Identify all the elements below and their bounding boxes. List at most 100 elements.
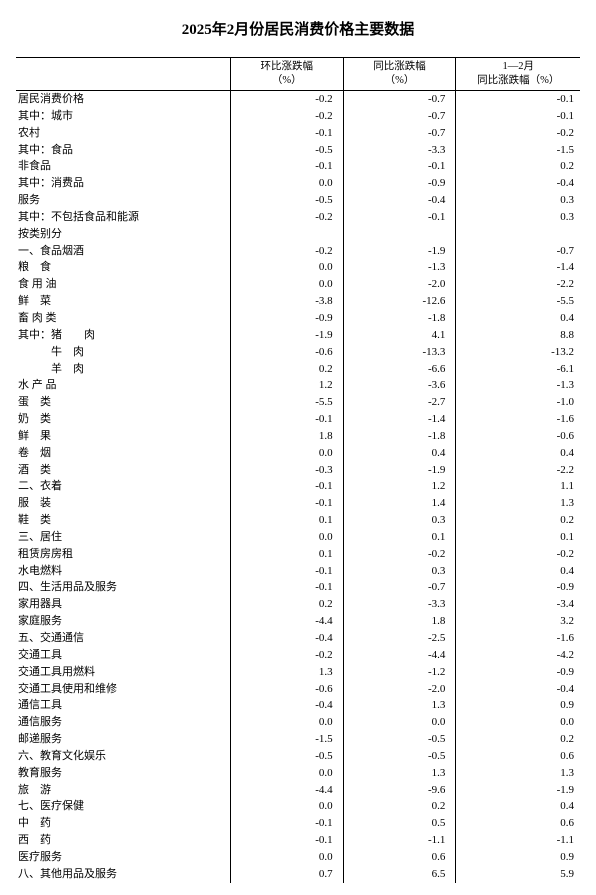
table-row: 旅 游-4.4-9.6-1.9 bbox=[16, 782, 580, 799]
cell-value: 0.0 bbox=[230, 714, 343, 731]
cell-value: 1.3 bbox=[456, 495, 580, 512]
table-row: 家用器具0.2-3.3-3.4 bbox=[16, 596, 580, 613]
row-label: 三、居住 bbox=[16, 529, 230, 546]
cell-value: 0.7 bbox=[230, 866, 343, 883]
cell-value: -1.3 bbox=[343, 259, 456, 276]
table-row: 鞋 类0.10.30.2 bbox=[16, 512, 580, 529]
cell-value: -1.4 bbox=[456, 259, 580, 276]
row-label: 交通工具 bbox=[16, 647, 230, 664]
cell-value: 0.5 bbox=[343, 815, 456, 832]
cell-value: 1.4 bbox=[343, 495, 456, 512]
cell-value: -1.6 bbox=[456, 630, 580, 647]
row-label: 旅 游 bbox=[16, 782, 230, 799]
cell-value: 0.6 bbox=[456, 815, 580, 832]
table-row: 畜 肉 类-0.9-1.80.4 bbox=[16, 310, 580, 327]
cell-value: 0.0 bbox=[230, 798, 343, 815]
cell-value bbox=[230, 226, 343, 243]
col-header-2: 同比涨跌幅（%） bbox=[343, 58, 456, 91]
cell-value: 0.0 bbox=[230, 849, 343, 866]
table-row: 三、居住0.00.10.1 bbox=[16, 529, 580, 546]
row-label: 其中：猪 肉 bbox=[16, 327, 230, 344]
table-row: 八、其他用品及服务0.76.55.9 bbox=[16, 866, 580, 883]
cell-value: -2.5 bbox=[343, 630, 456, 647]
cell-value: -0.1 bbox=[230, 495, 343, 512]
cell-value: -0.4 bbox=[230, 630, 343, 647]
cell-value: 0.2 bbox=[343, 798, 456, 815]
table-row: 水 产 品1.2-3.6-1.3 bbox=[16, 377, 580, 394]
cell-value: -0.1 bbox=[230, 478, 343, 495]
row-label: 医疗服务 bbox=[16, 849, 230, 866]
row-label: 居民消费价格 bbox=[16, 91, 230, 108]
table-row: 其中：消费品0.0-0.9-0.4 bbox=[16, 175, 580, 192]
row-label: 教育服务 bbox=[16, 765, 230, 782]
cell-value: -0.7 bbox=[343, 91, 456, 108]
table-row: 粮 食0.0-1.3-1.4 bbox=[16, 259, 580, 276]
cell-value: -4.4 bbox=[230, 782, 343, 799]
cell-value: -0.7 bbox=[456, 243, 580, 260]
table-row: 羊 肉0.2-6.6-6.1 bbox=[16, 361, 580, 378]
row-label: 五、交通通信 bbox=[16, 630, 230, 647]
cell-value: -1.8 bbox=[343, 310, 456, 327]
cell-value: -0.1 bbox=[230, 579, 343, 596]
cell-value: 0.0 bbox=[456, 714, 580, 731]
table-row: 一、食品烟酒-0.2-1.9-0.7 bbox=[16, 243, 580, 260]
row-label: 鲜 菜 bbox=[16, 293, 230, 310]
cell-value: -2.2 bbox=[456, 276, 580, 293]
col-header-1: 环比涨跌幅（%） bbox=[230, 58, 343, 91]
cell-value: 0.0 bbox=[343, 714, 456, 731]
cell-value: -13.2 bbox=[456, 344, 580, 361]
cell-value: -0.7 bbox=[343, 579, 456, 596]
cell-value: -13.3 bbox=[343, 344, 456, 361]
cell-value: -0.1 bbox=[456, 108, 580, 125]
table-row: 居民消费价格-0.2-0.7-0.1 bbox=[16, 91, 580, 108]
cell-value: -0.4 bbox=[343, 192, 456, 209]
table-row: 医疗服务0.00.60.9 bbox=[16, 849, 580, 866]
cell-value: -0.1 bbox=[230, 411, 343, 428]
table-row: 二、衣着-0.11.21.1 bbox=[16, 478, 580, 495]
cell-value: 1.3 bbox=[456, 765, 580, 782]
cell-value: -1.4 bbox=[343, 411, 456, 428]
table-row: 通信工具-0.41.30.9 bbox=[16, 697, 580, 714]
cell-value: -1.6 bbox=[456, 411, 580, 428]
cell-value: -2.2 bbox=[456, 462, 580, 479]
cell-value: -3.4 bbox=[456, 596, 580, 613]
table-row: 酒 类-0.3-1.9-2.2 bbox=[16, 462, 580, 479]
cell-value: -2.0 bbox=[343, 276, 456, 293]
cell-value: -0.2 bbox=[343, 546, 456, 563]
row-label: 卷 烟 bbox=[16, 445, 230, 462]
cell-value: -0.1 bbox=[230, 832, 343, 849]
cell-value: -1.9 bbox=[343, 243, 456, 260]
table-row: 西 药-0.1-1.1-1.1 bbox=[16, 832, 580, 849]
col-header-3: 1—2月同比涨跌幅（%） bbox=[456, 58, 580, 91]
cell-value: -0.5 bbox=[343, 748, 456, 765]
table-row: 四、生活用品及服务-0.1-0.7-0.9 bbox=[16, 579, 580, 596]
table-row: 邮递服务-1.5-0.50.2 bbox=[16, 731, 580, 748]
cell-value: 0.4 bbox=[456, 445, 580, 462]
cell-value: -0.2 bbox=[230, 243, 343, 260]
cell-value: 0.0 bbox=[230, 276, 343, 293]
col-header-label bbox=[16, 58, 230, 91]
row-label: 其中：食品 bbox=[16, 142, 230, 159]
row-label: 七、医疗保健 bbox=[16, 798, 230, 815]
page-title: 2025年2月份居民消费价格主要数据 bbox=[16, 18, 580, 39]
cell-value: -0.2 bbox=[230, 647, 343, 664]
cell-value: -0.9 bbox=[456, 579, 580, 596]
table-row: 蛋 类-5.5-2.7-1.0 bbox=[16, 394, 580, 411]
row-label: 家用器具 bbox=[16, 596, 230, 613]
cell-value: 0.2 bbox=[230, 596, 343, 613]
cell-value: -12.6 bbox=[343, 293, 456, 310]
row-label: 家庭服务 bbox=[16, 613, 230, 630]
cell-value: -0.1 bbox=[343, 209, 456, 226]
cell-value: 0.0 bbox=[230, 765, 343, 782]
cell-value: 0.6 bbox=[343, 849, 456, 866]
row-label: 水电燃料 bbox=[16, 563, 230, 580]
table-row: 其中：城市-0.2-0.7-0.1 bbox=[16, 108, 580, 125]
cell-value: 0.9 bbox=[456, 697, 580, 714]
row-label: 其中：城市 bbox=[16, 108, 230, 125]
row-label: 水 产 品 bbox=[16, 377, 230, 394]
cell-value: 8.8 bbox=[456, 327, 580, 344]
cell-value: -0.1 bbox=[230, 158, 343, 175]
cell-value: -0.5 bbox=[230, 142, 343, 159]
row-label: 羊 肉 bbox=[16, 361, 230, 378]
cell-value: -2.0 bbox=[343, 681, 456, 698]
